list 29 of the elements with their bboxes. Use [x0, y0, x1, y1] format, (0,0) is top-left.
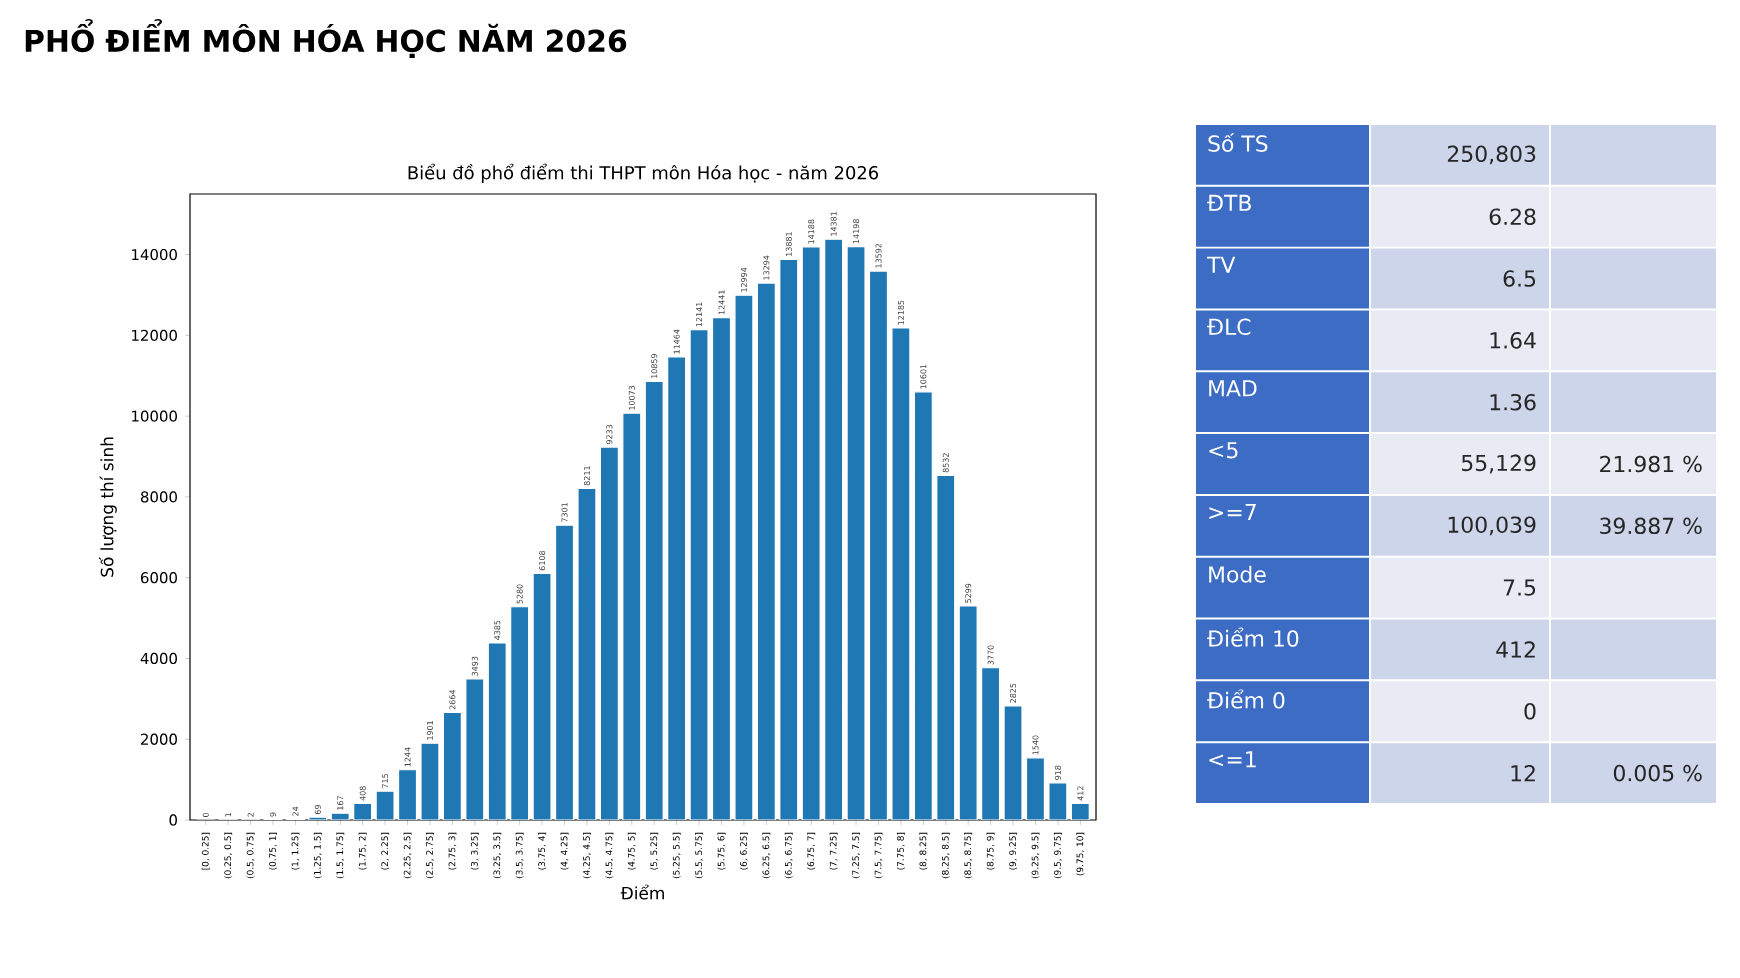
text: 1.64	[1490, 332, 1536, 349]
text: 21.981 %	[1600, 455, 1702, 473]
chart-title: PHỔ ĐIỂM MÔN HÓA HỌC NĂM 2026	[25, 19, 627, 59]
category-label: Điểm 0	[1207, 689, 1285, 709]
text: 412	[1496, 641, 1535, 658]
category-label: <=1	[1209, 751, 1256, 768]
category-label: Mode	[1209, 565, 1266, 583]
category-label: Số TS	[1208, 133, 1268, 152]
category-label: <5	[1209, 442, 1238, 459]
text: 6.28	[1489, 208, 1536, 226]
text: 1.36	[1490, 393, 1536, 411]
text: 12	[1511, 764, 1535, 782]
category-label: ĐTB	[1207, 194, 1251, 211]
category-label: Điểm 10	[1207, 627, 1299, 647]
chart-subtitle: Biểu đồ phổ điểm thi THPT môn Hóa học - năm 2026	[408, 163, 879, 183]
x-axis-title: Điểm	[620, 884, 664, 900]
text: 0	[1524, 703, 1536, 720]
category-label: ĐLC	[1207, 318, 1251, 336]
text: 39.887 %	[1600, 517, 1702, 535]
text: 250,803	[1447, 145, 1536, 165]
category-label: MAD	[1209, 380, 1257, 397]
category-label: TV	[1206, 256, 1236, 273]
y-axis-title: Số lượng thí sinh	[98, 437, 117, 577]
text: 6.5	[1503, 270, 1536, 287]
text: 0.005 %	[1613, 764, 1702, 782]
text: 7.5	[1503, 579, 1536, 596]
text: 100,039	[1448, 516, 1536, 536]
text: 55,129	[1461, 454, 1536, 474]
category-label: >=7	[1209, 503, 1256, 520]
